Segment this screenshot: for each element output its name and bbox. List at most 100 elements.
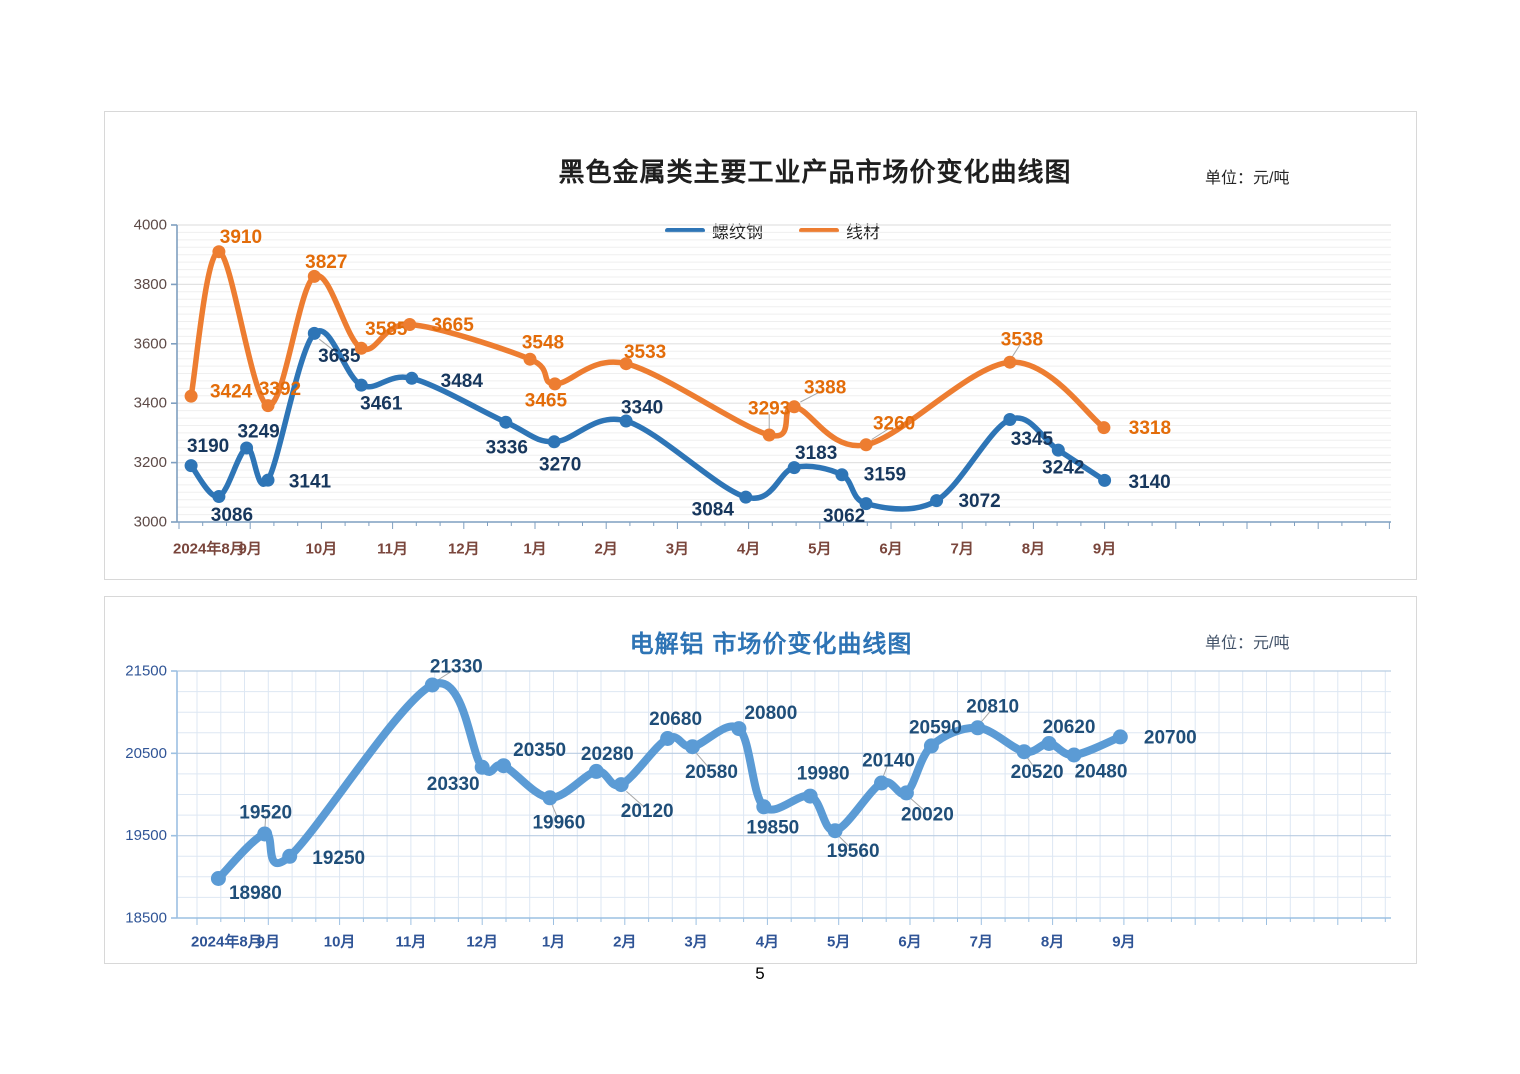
x-tick-label: 1月 (523, 541, 546, 558)
x-tick-label: 4月 (737, 541, 760, 558)
data-point-label: 3086 (211, 505, 253, 526)
data-point-label: 20520 (1011, 762, 1064, 783)
data-point-marker (898, 785, 914, 801)
label-leader-line (1011, 344, 1021, 357)
x-tick-label: 4月 (756, 934, 779, 951)
series-rebar: 3190 3086 3249 3141 3635 3461 3484 3336 3270 3340… (184, 326, 1171, 527)
data-point-label: 18980 (229, 883, 282, 904)
label-leader-line (1026, 756, 1036, 769)
data-point-label: 3388 (804, 377, 846, 398)
x-tick-label: 2月 (613, 934, 636, 951)
data-point-label: 3159 (864, 464, 906, 485)
data-point-label: 3318 (1129, 418, 1171, 439)
data-point-marker (282, 848, 298, 864)
x-tick-label: 5月 (827, 934, 850, 951)
data-point-label: 3141 (289, 472, 332, 493)
y-tick-label: 4000 (134, 217, 167, 234)
data-point-label: 20590 (909, 717, 962, 738)
data-point-marker (835, 468, 849, 482)
data-point-label: 3484 (441, 371, 484, 392)
x-tick-label: 2024年8月 (191, 933, 263, 951)
data-point-marker (354, 341, 368, 355)
data-point-marker (261, 473, 275, 487)
minor-gridlines (177, 691, 1391, 898)
aluminum-chart-panel: 电解铝 市场价变化曲线图 单位：元/吨 18500 19500 20500 21500… (104, 596, 1417, 964)
data-point-label: 20700 (1144, 727, 1197, 748)
label-leader-line (882, 765, 888, 778)
x-tick-label: 8月 (1022, 541, 1045, 558)
data-point-label: 19960 (532, 812, 585, 833)
data-point-label: 19250 (312, 848, 365, 869)
label-leader-line (910, 798, 925, 811)
data-point-marker (210, 871, 226, 886)
data-point-label: 19520 (239, 803, 292, 824)
data-point-label: 3533 (624, 342, 666, 363)
data-point-label: 3340 (621, 398, 663, 419)
x-ticks (196, 918, 1386, 925)
x-tick-label: 1月 (542, 934, 565, 951)
label-leader-line (318, 338, 336, 353)
data-point-marker (1098, 473, 1112, 487)
data-point-marker (474, 759, 490, 775)
data-point-label: 20120 (621, 801, 674, 822)
label-leader-line (871, 427, 891, 440)
data-point-marker (685, 739, 700, 755)
x-tick-label: 3月 (684, 934, 707, 951)
x-tick-label: 9月 (1112, 934, 1135, 951)
data-point-marker (613, 777, 629, 793)
data-point-marker (1066, 747, 1082, 763)
y-tick-labels: 3000 3200 3400 3600 3800 4000 (134, 217, 177, 531)
data-point-marker (762, 428, 776, 442)
data-point-label: 20800 (744, 703, 797, 724)
data-point-marker (184, 389, 198, 403)
data-point-marker (212, 490, 226, 503)
data-point-label: 20810 (966, 696, 1019, 717)
y-tick-label: 3000 (134, 514, 167, 531)
data-point-label: 3084 (692, 500, 735, 521)
data-point-label: 3242 (1042, 458, 1084, 479)
data-point-marker (547, 435, 561, 449)
data-point-marker (787, 461, 801, 475)
aluminum-chart-title: 电解铝 市场价变化曲线图 (629, 631, 913, 658)
data-point-label: 20350 (513, 740, 566, 761)
data-point-label: 3424 (210, 382, 253, 403)
data-point-marker (930, 494, 944, 508)
data-point-marker (859, 438, 873, 452)
label-leader-line (980, 710, 991, 723)
data-point-label: 20580 (685, 762, 738, 783)
data-point-marker (923, 738, 939, 754)
data-point-label: 3183 (795, 443, 837, 464)
data-point-marker (619, 414, 633, 428)
ferrous-chart-panel: 黑色金属类主要工业产品市场价变化曲线图 单位：元/吨 螺纹钢 线材 3000 32… (104, 111, 1417, 580)
data-point-label: 3665 (432, 315, 475, 336)
data-point-label: 3190 (187, 436, 229, 457)
data-point-label: 19850 (746, 817, 799, 838)
x-tick-label: 10月 (306, 541, 338, 558)
minor-gridlines (177, 231, 1391, 516)
data-point-marker (859, 497, 873, 511)
vertical-gridlines (196, 671, 1386, 918)
x-tick-label: 11月 (395, 934, 426, 951)
data-point-label: 3461 (360, 394, 403, 415)
data-point-marker (542, 790, 558, 806)
data-point-marker (184, 459, 198, 473)
data-point-marker (261, 399, 275, 413)
x-tick-label: 2月 (595, 541, 618, 558)
axes (176, 671, 1391, 919)
data-point-label: 3585 (365, 319, 408, 340)
data-point-marker (660, 731, 676, 746)
ferrous-unit-label: 单位：元/吨 (1205, 170, 1290, 187)
y-tick-label: 21500 (125, 663, 167, 680)
x-tick-label: 8月 (1041, 934, 1064, 951)
data-point-label: 20480 (1075, 762, 1128, 783)
label-leader-line (551, 803, 559, 818)
data-point-label: 20330 (427, 774, 480, 795)
x-tick-label: 6月 (898, 934, 921, 951)
data-point-marker (588, 763, 604, 779)
label-leader-line (626, 791, 644, 807)
data-point-marker (257, 826, 273, 842)
series-aluminum: 18980 19520 19250 21330 20330 20350 19960 20280… (210, 657, 1197, 904)
data-point-marker (970, 720, 986, 736)
